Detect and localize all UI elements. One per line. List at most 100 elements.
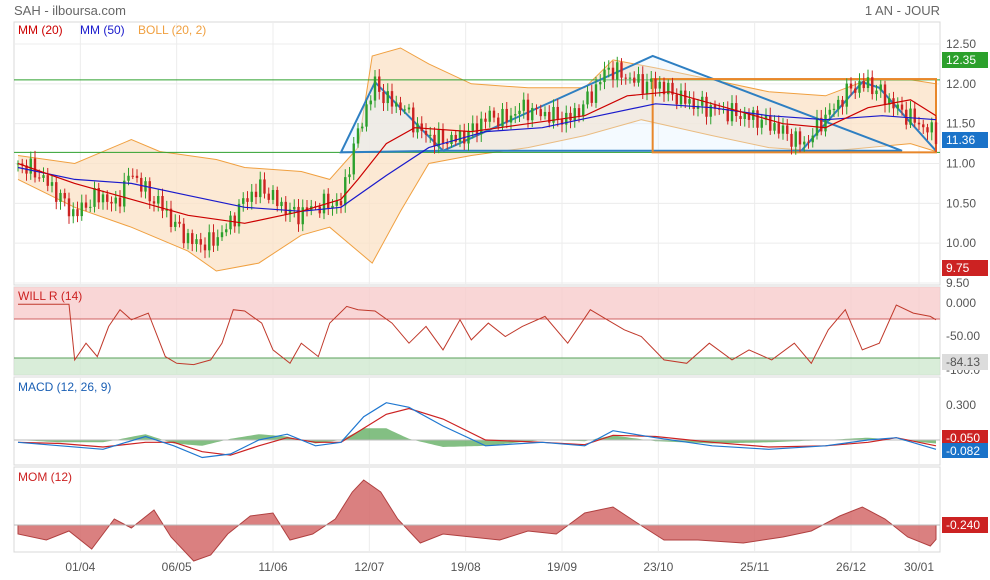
candle-body	[543, 111, 547, 117]
candle-body	[692, 99, 695, 109]
candle-body	[488, 110, 491, 122]
candle-body	[208, 232, 211, 251]
momentum-area	[17, 479, 937, 562]
x-tick-label: 19/09	[547, 560, 577, 574]
candle-body	[769, 115, 772, 131]
period-label[interactable]: 1 AN - JOUR	[864, 3, 940, 18]
candle-body	[216, 237, 219, 246]
candle-body	[127, 175, 130, 181]
candle-body	[688, 99, 691, 104]
macd-badge	[942, 430, 988, 445]
candle-body	[628, 77, 632, 79]
candle-body	[633, 77, 636, 83]
candle-body	[67, 198, 71, 217]
candle-body	[161, 196, 164, 211]
candle-body	[514, 114, 517, 116]
price-tick-label: 11.00	[946, 157, 975, 171]
candle-body	[497, 117, 500, 127]
candle-body	[429, 134, 432, 136]
candle-body	[458, 130, 462, 142]
pattern-zigzag	[799, 81, 937, 153]
candle-body	[89, 206, 92, 208]
candle-body	[896, 104, 899, 109]
candle-body	[743, 113, 746, 120]
candle-body	[174, 221, 177, 227]
candle-body	[84, 202, 88, 208]
candle-body	[386, 91, 389, 104]
price-tick-label: 10.00	[946, 236, 976, 250]
price-tick-label: 12.50	[946, 37, 976, 51]
candle-body	[862, 81, 865, 89]
candle-body	[446, 143, 449, 145]
x-tick-label: 12/07	[354, 560, 384, 574]
macd-badge-label: -0.082	[946, 444, 980, 458]
williams-last-value: -84.13	[946, 355, 980, 369]
candle-body	[135, 175, 139, 178]
candle-body	[182, 223, 185, 244]
candle-body	[811, 135, 814, 143]
candle-body	[237, 203, 241, 227]
candle-body	[106, 194, 109, 202]
candle-body	[866, 77, 870, 89]
candle-body	[696, 105, 700, 109]
candle-body	[220, 232, 224, 238]
macd-signal-line	[17, 407, 937, 456]
candle-body	[331, 205, 334, 209]
candle-body	[191, 233, 194, 245]
candle-body	[114, 197, 117, 204]
candle-body	[726, 109, 729, 122]
x-tick-label: 30/01	[904, 560, 934, 574]
candle-body	[305, 207, 309, 211]
candle-body	[433, 134, 436, 147]
candle-body	[254, 191, 258, 198]
candle-body	[875, 90, 878, 95]
candle-body	[764, 115, 768, 120]
candle-body	[195, 239, 198, 245]
candle-body	[441, 129, 445, 144]
candle-body	[38, 177, 41, 179]
x-axis: 01/04 06/05 11/06 12/07 19/08 19/09 23/10 25/11…	[65, 560, 934, 574]
price-tick-label: 10.50	[946, 196, 976, 210]
williams-tick-label: -50.00	[946, 329, 980, 343]
range-rectangle	[651, 78, 938, 154]
candle-body	[369, 100, 372, 105]
candle-body	[348, 174, 351, 178]
candle-body	[378, 76, 381, 92]
candle-body	[101, 194, 105, 203]
x-tick-label: 23/10	[643, 560, 673, 574]
candle-body	[365, 104, 368, 127]
candle-body	[526, 99, 530, 121]
candle-body	[739, 116, 742, 120]
candle-body	[837, 99, 840, 109]
candle-body	[582, 104, 585, 116]
candle-body	[152, 201, 156, 204]
candle-body	[50, 182, 54, 186]
candle-body	[42, 175, 45, 178]
candle-body	[33, 158, 37, 178]
candle-body	[713, 105, 717, 109]
candle-body	[382, 91, 385, 104]
momentum-last-value: -0.240	[946, 518, 980, 532]
candle-body	[437, 129, 440, 147]
candle-body	[280, 201, 283, 207]
candle-body	[747, 113, 751, 120]
candle-body	[225, 229, 228, 233]
x-tick-label: 11/06	[258, 560, 287, 574]
candle-body	[475, 123, 479, 135]
candle-body	[909, 108, 912, 125]
candle-body	[484, 118, 487, 122]
candle-body	[913, 108, 916, 123]
price-badge-label: 11.36	[946, 133, 975, 147]
candle-body	[399, 102, 402, 111]
candle-body	[169, 208, 173, 227]
candle-body	[607, 67, 610, 70]
ma20-line	[17, 91, 937, 224]
candle-body	[407, 107, 411, 110]
candle-body	[390, 91, 394, 107]
candle-body	[849, 83, 853, 89]
candle-body	[667, 82, 670, 95]
candle-body	[267, 193, 270, 200]
macd-panel: 0.300 -0.050-0.082	[14, 398, 988, 459]
candle-body	[756, 110, 759, 128]
candle-body	[352, 143, 355, 175]
